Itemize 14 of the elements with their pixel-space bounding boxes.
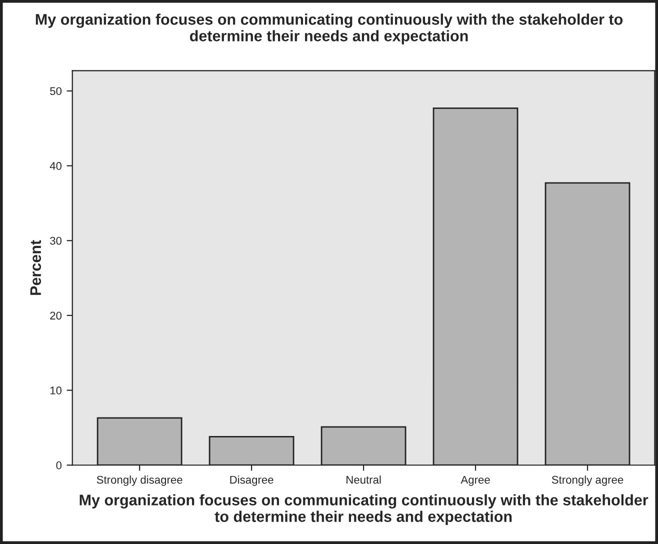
chart-title: My organization focuses on communicating continuously with the stakeholder to determine their needs and expectation — [36, 14, 623, 44]
x-tick-label: Strongly disagree — [96, 476, 182, 486]
y-tick-label: 0 — [56, 461, 62, 470]
x-tick-label: Neutral — [346, 476, 381, 484]
x-tick-label: Agree — [460, 476, 490, 486]
y-tick-label: 20 — [50, 312, 62, 320]
y-tick-label: 50 — [50, 87, 62, 96]
y-tick-label: 10 — [50, 386, 62, 394]
y-axis-title: Percent — [30, 240, 42, 295]
y-tick-label: 40 — [50, 162, 62, 170]
y-tick-label: 30 — [50, 236, 62, 245]
x-axis-title: My organization focuses on communicating continuously with the stakeholder to determine their needs and expectation — [80, 494, 648, 525]
x-tick-label: Strongly agree — [552, 476, 624, 486]
x-tick-label: Disagree — [230, 476, 274, 486]
